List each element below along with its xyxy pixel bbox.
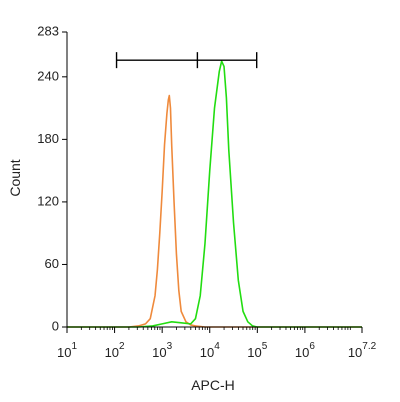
series-line-2 <box>67 60 362 328</box>
x-tick-label: 104 <box>200 341 220 360</box>
x-tick-label: 105 <box>247 341 267 360</box>
axes: 0 60 120 180 240 283 101 102 103 104 105 106 107.2 <box>37 23 376 360</box>
x-tick-label: 107.2 <box>348 341 377 360</box>
x-axis-title: APC-H <box>191 377 235 393</box>
x-tick-label: 106 <box>295 341 315 360</box>
x-tick-label: 102 <box>105 341 125 360</box>
y-tick-label: 240 <box>37 68 59 83</box>
series-layer <box>67 60 362 328</box>
y-tick-label: 180 <box>37 131 59 146</box>
y-tick-label: 120 <box>37 193 59 208</box>
y-tick-label: 283 <box>37 23 59 38</box>
y-axis-title: Count <box>7 159 23 196</box>
y-tick-label: 60 <box>45 256 59 271</box>
x-tick-label: 101 <box>57 341 77 360</box>
gate-marker <box>115 52 258 69</box>
series-line-1 <box>67 94 362 328</box>
x-tick-label: 103 <box>152 341 172 360</box>
y-tick-label: 0 <box>52 318 59 333</box>
